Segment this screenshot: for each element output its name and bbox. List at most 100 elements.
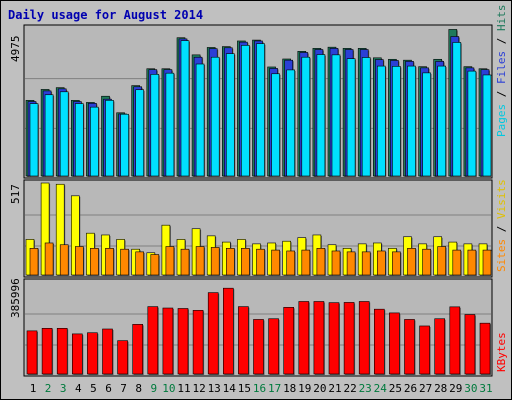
kbytes-bar (479, 322, 491, 375)
pages-bar (120, 113, 129, 177)
x-tick-label: 22 (343, 382, 356, 395)
sites-bar (361, 251, 371, 276)
pages-bar (346, 58, 356, 177)
kbytes-bar (56, 328, 68, 375)
x-tick-label: 11 (177, 382, 190, 395)
x-tick-label: 25 (389, 382, 402, 395)
pages-bar (135, 89, 144, 177)
legend-kbytes-label: KBytes (495, 332, 508, 372)
kbytes-bar (41, 328, 53, 375)
pages-bar (301, 56, 311, 177)
kbytes-bar (72, 333, 83, 375)
x-tick-label: 8 (135, 382, 142, 395)
x-tick-label: 31 (479, 382, 492, 395)
kbytes-ymax-label: 385996 (9, 278, 22, 318)
sites-bar (120, 248, 129, 276)
kbytes-bar (253, 319, 264, 375)
legend-sep-3: / (495, 219, 508, 239)
sites-bar (75, 246, 84, 276)
pages-bar (195, 63, 205, 177)
sites-bar (271, 249, 280, 276)
sites-bar (346, 251, 356, 276)
sites-bar (482, 249, 492, 276)
kbytes-bar (389, 312, 400, 375)
kbytes-bar (147, 306, 159, 375)
kbytes-bar (223, 287, 234, 375)
x-tick-label: 20 (313, 382, 326, 395)
pages-bar (482, 74, 492, 177)
x-tick-label: 17 (268, 382, 281, 395)
sites-bar (467, 249, 477, 276)
pages-bar (286, 69, 296, 177)
x-tick-label: 9 (150, 382, 157, 395)
x-tick-label: 28 (434, 382, 447, 395)
x-tick-label: 7 (120, 382, 127, 395)
pages-bar (90, 106, 99, 177)
kbytes-bar (313, 301, 325, 375)
pages-bar (59, 91, 69, 177)
x-tick-label: 27 (419, 382, 432, 395)
kbytes-bar (373, 308, 385, 375)
legend-sites-visits: Sites / Visits (495, 179, 508, 272)
sites-bar (210, 247, 220, 276)
sites-bar (226, 248, 235, 276)
x-axis-labels: 1 2 3 4 5 6 7 8 9 10 11 12 13 14 15 16 17 18 19 20 21 22 23 24 2… (30, 382, 493, 395)
sites-bar (165, 246, 175, 276)
x-tick-label: 14 (223, 382, 237, 395)
kbytes-bar (238, 306, 249, 375)
sites-bar (29, 248, 39, 276)
pages-bar (44, 94, 54, 177)
kbytes-bar (449, 306, 461, 375)
x-tick-label: 6 (105, 382, 112, 395)
pages-bar (241, 45, 250, 177)
kbytes-bars (26, 287, 491, 375)
pages-bar (210, 56, 220, 177)
pages-bar (392, 66, 401, 177)
legend-visits: Visits (495, 179, 508, 219)
legend-hits: Hits (495, 5, 508, 32)
kbytes-bar (132, 324, 143, 375)
x-tick-label: 21 (328, 382, 341, 395)
sites-bar (316, 248, 326, 276)
x-tick-label: 13 (208, 382, 221, 395)
sites-bar (241, 248, 250, 276)
x-tick-label: 29 (449, 382, 462, 395)
pages-bar (75, 103, 84, 177)
sites-bar (376, 250, 386, 276)
x-tick-label: 12 (192, 382, 205, 395)
kbytes-bar (117, 340, 128, 375)
legend-sites: Sites (495, 239, 508, 272)
legend-sep-2: / (495, 31, 508, 51)
pages-bar (150, 74, 160, 177)
chart-title: Daily usage for August 2014 (8, 8, 203, 22)
sites-bar (150, 254, 160, 276)
sites-bar (331, 250, 341, 276)
pages-bar (437, 65, 447, 177)
pages-bar (422, 72, 431, 177)
pages-bar (271, 73, 280, 177)
legend-kbytes: KBytes (495, 332, 508, 372)
sites-bar (392, 251, 401, 276)
pages-bar (165, 72, 175, 177)
visits-bars (25, 182, 492, 276)
legend-files: Files (495, 51, 508, 84)
x-tick-label: 19 (298, 382, 311, 395)
kbytes-bar (343, 302, 355, 375)
x-tick-label: 30 (464, 382, 477, 395)
sites-bar (105, 248, 114, 276)
sites-bar (452, 249, 462, 276)
sites-bar (256, 248, 265, 276)
legend-sep-1: / (495, 84, 508, 104)
x-tick-label: 16 (253, 382, 266, 395)
pages-bar (105, 100, 114, 177)
sites-bar (422, 248, 431, 276)
sites-bar (301, 249, 311, 276)
sites-bar (135, 251, 144, 276)
sites-bar (90, 248, 99, 276)
x-tick-label: 18 (283, 382, 296, 395)
sites-bar (44, 242, 54, 276)
pages-bar (376, 65, 386, 177)
legend-pages: Pages (495, 104, 508, 137)
kbytes-bar (87, 332, 98, 375)
